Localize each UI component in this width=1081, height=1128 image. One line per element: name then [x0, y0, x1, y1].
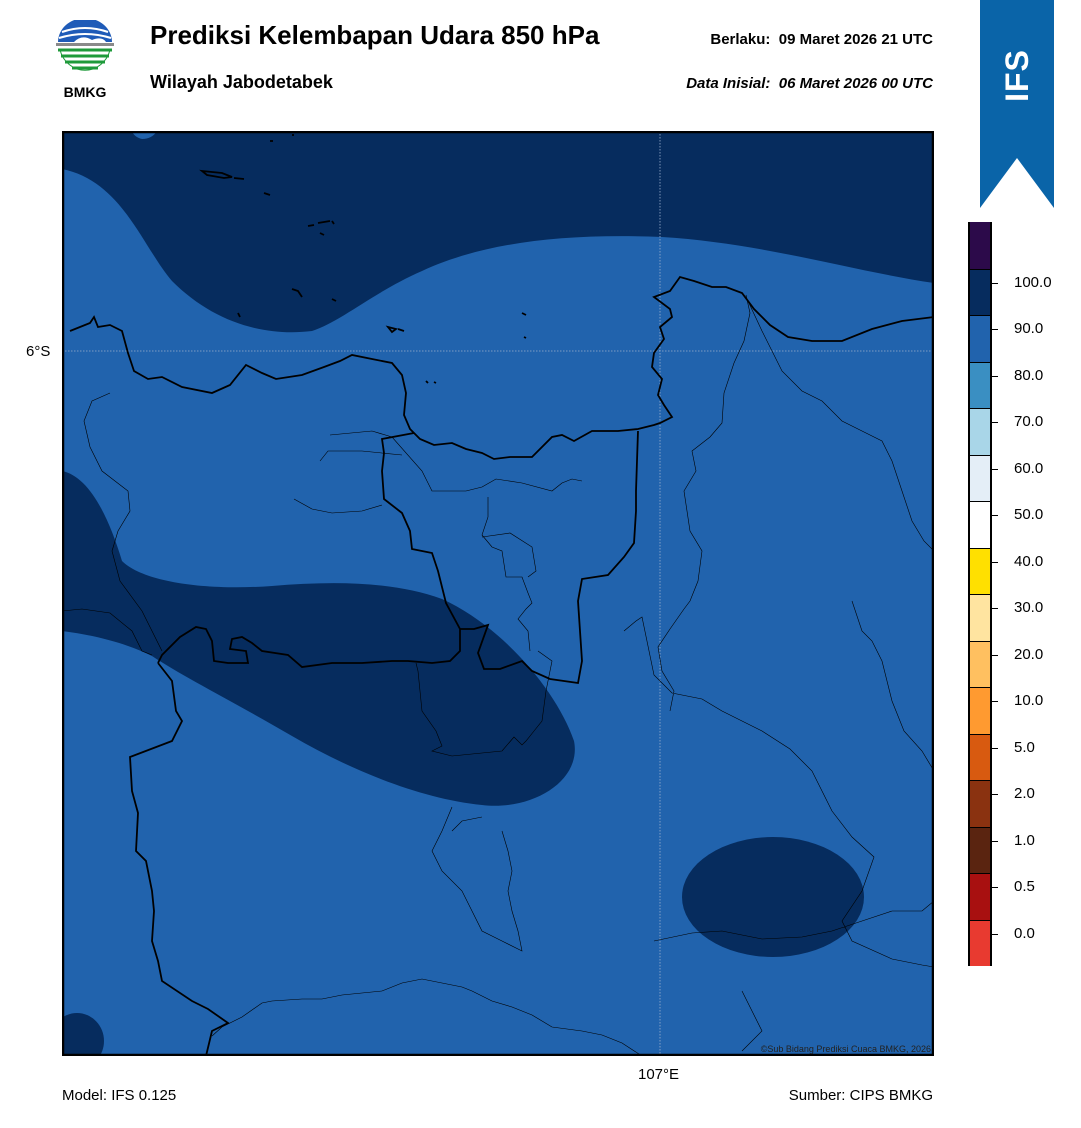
source-label: Sumber: CIPS BMKG [788, 1087, 933, 1104]
colorbar-tick [992, 747, 998, 749]
colorbar-tick [992, 701, 998, 702]
colorbar-label: 2.0 [1014, 785, 1035, 802]
ifs-badge: IFS [980, 0, 1054, 150]
valid-value: 09 Maret 2026 21 UTC [778, 31, 933, 48]
colorbar-tick [992, 375, 998, 377]
colorbar-label: 50.0 [1014, 506, 1044, 523]
colorbar-label: 30.0 [1014, 599, 1044, 616]
colorbar-tick [992, 794, 998, 795]
bmkg-logo-icon [56, 20, 114, 71]
colorbar-label: 0.5 [1014, 878, 1035, 895]
colorbar-segment [970, 361, 990, 408]
colorbar-segment [970, 408, 990, 455]
colorbar-segment [970, 315, 990, 362]
colorbar-tick [992, 515, 998, 516]
colorbar-tick [992, 468, 998, 470]
colorbar-label: 0.0 [1014, 924, 1035, 942]
colorbar-label: 40.0 [1014, 552, 1044, 570]
coastline [69, 275, 934, 460]
colorbar-label: 20.0 [1014, 645, 1044, 663]
colorbar-tick [992, 887, 998, 888]
map-copyright: ©Sub Bidang Prediksi Cuaca BMKG, 2026 [760, 1044, 931, 1054]
colorbar-label: 90.0 [1014, 320, 1044, 337]
model-label: Model: IFS 0.125 [62, 1087, 177, 1104]
page-subtitle: Wilayah Jabodetabek [150, 72, 333, 92]
colorbar-tick [992, 329, 998, 330]
latitude-label: 6°S [26, 343, 51, 360]
logo-text: BMKG [63, 84, 107, 100]
colorbar-segment [970, 780, 990, 827]
colorbar-segment [970, 222, 990, 269]
colorbar-label: 1.0 [1014, 831, 1035, 849]
colorbar-label: 60.0 [1014, 459, 1044, 477]
colorbar-segment [970, 873, 990, 920]
colorbar-tick [992, 840, 998, 842]
province-boundary [129, 430, 639, 1056]
init-value: 06 Maret 2026 00 UTC [778, 75, 933, 92]
colorbar-segment [970, 826, 990, 873]
colorbar-label: 100.0 [1014, 273, 1052, 291]
longitude-label: 107°E [638, 1066, 680, 1083]
islands [199, 134, 527, 384]
init-label: Data Inisial: [686, 75, 771, 92]
humidity-band-90-100-north [62, 131, 934, 333]
humidity-map [62, 131, 934, 1056]
colorbar-segment [970, 687, 990, 734]
page-title: Prediksi Kelembapan Udara 850 hPa [150, 20, 600, 50]
ifs-badge-text: IFS [998, 48, 1035, 102]
valid-time: Berlaku: 09 Maret 2026 21 UTC [710, 31, 933, 48]
colorbar [968, 222, 992, 966]
colorbar-segment [970, 547, 990, 594]
colorbar-segment [970, 268, 990, 315]
ifs-ribbon [980, 0, 1054, 208]
humidity-band-90-100-southeast [682, 837, 864, 957]
colorbar-tick [992, 933, 998, 935]
valid-label: Berlaku: [710, 31, 771, 48]
colorbar-segment [970, 501, 990, 548]
colorbar-segment [970, 640, 990, 687]
colorbar-segment [970, 454, 990, 501]
colorbar-label: 80.0 [1014, 366, 1044, 384]
humidity-band-90-100-middle [62, 471, 575, 806]
init-time: Data Inisial: 06 Maret 2026 00 UTC [686, 75, 933, 92]
colorbar-label: 70.0 [1014, 413, 1044, 430]
colorbar-segment [970, 733, 990, 780]
colorbar-tick [992, 561, 998, 563]
colorbar-label: 5.0 [1014, 738, 1035, 756]
regency-boundaries [62, 294, 934, 1056]
humidity-band-90-100-southwest [62, 1013, 104, 1056]
colorbar-segment [970, 594, 990, 641]
colorbar-tick [992, 282, 998, 284]
colorbar-tick [992, 654, 998, 656]
colorbar-tick [992, 422, 998, 423]
colorbar-segment [970, 919, 990, 966]
colorbar-tick [992, 608, 998, 609]
colorbar-label: 10.0 [1014, 692, 1044, 709]
